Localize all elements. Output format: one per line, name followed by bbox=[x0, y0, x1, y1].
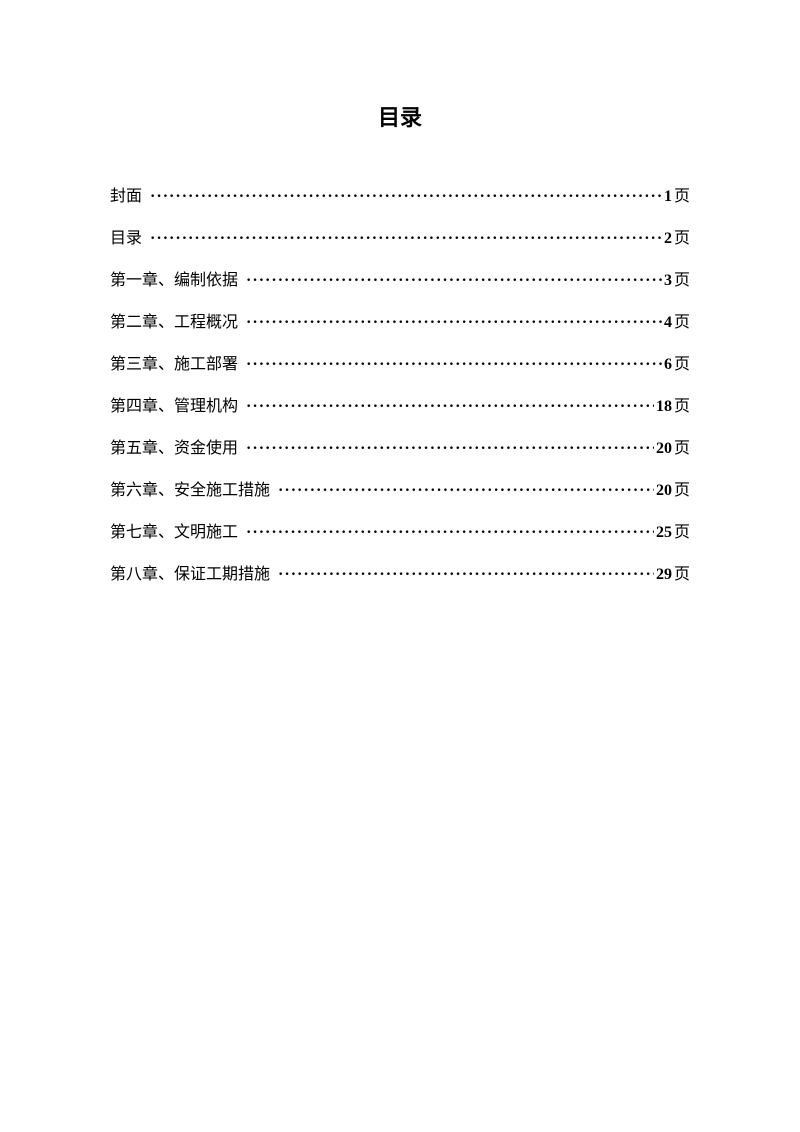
toc-page: 6页 bbox=[662, 350, 690, 374]
toc-dots bbox=[278, 566, 654, 584]
toc-dots bbox=[246, 356, 662, 374]
toc-dots bbox=[150, 188, 662, 206]
toc-page: 2页 bbox=[662, 224, 690, 248]
toc-list: 封面 1页 目录 2页 第一章、编制依据 3页 第二章、工程概况 4页 第三章、… bbox=[110, 182, 690, 584]
toc-label: 第六章、安全施工措施 bbox=[110, 476, 278, 500]
toc-dots bbox=[246, 398, 654, 416]
toc-label: 目录 bbox=[110, 224, 150, 248]
toc-page: 20页 bbox=[654, 476, 690, 500]
toc-item: 第四章、管理机构 18页 bbox=[110, 392, 690, 416]
toc-page: 4页 bbox=[662, 308, 690, 332]
toc-page: 29页 bbox=[654, 560, 690, 584]
toc-label: 第二章、工程概况 bbox=[110, 308, 246, 332]
toc-dots bbox=[246, 272, 662, 290]
toc-item: 第二章、工程概况 4页 bbox=[110, 308, 690, 332]
toc-page: 1页 bbox=[662, 182, 690, 206]
toc-page: 20页 bbox=[654, 434, 690, 458]
toc-item: 第八章、保证工期措施 29页 bbox=[110, 560, 690, 584]
toc-page: 18页 bbox=[654, 392, 690, 416]
toc-label: 第四章、管理机构 bbox=[110, 392, 246, 416]
toc-dots bbox=[278, 482, 654, 500]
toc-label: 第三章、施工部署 bbox=[110, 350, 246, 374]
toc-label: 第一章、编制依据 bbox=[110, 266, 246, 290]
toc-item: 第三章、施工部署 6页 bbox=[110, 350, 690, 374]
toc-dots bbox=[246, 314, 662, 332]
toc-label: 第五章、资金使用 bbox=[110, 434, 246, 458]
toc-dots bbox=[150, 230, 662, 248]
toc-item: 第六章、安全施工措施 20页 bbox=[110, 476, 690, 500]
toc-item: 第一章、编制依据 3页 bbox=[110, 266, 690, 290]
toc-item: 目录 2页 bbox=[110, 224, 690, 248]
toc-dots bbox=[246, 440, 654, 458]
toc-item: 第五章、资金使用 20页 bbox=[110, 434, 690, 458]
toc-page: 3页 bbox=[662, 266, 690, 290]
toc-page: 25页 bbox=[654, 518, 690, 542]
toc-item: 封面 1页 bbox=[110, 182, 690, 206]
toc-label: 封面 bbox=[110, 182, 150, 206]
toc-dots bbox=[246, 524, 654, 542]
toc-label: 第七章、文明施工 bbox=[110, 518, 246, 542]
page-title: 目录 bbox=[110, 100, 690, 132]
toc-item: 第七章、文明施工 25页 bbox=[110, 518, 690, 542]
toc-label: 第八章、保证工期措施 bbox=[110, 560, 278, 584]
